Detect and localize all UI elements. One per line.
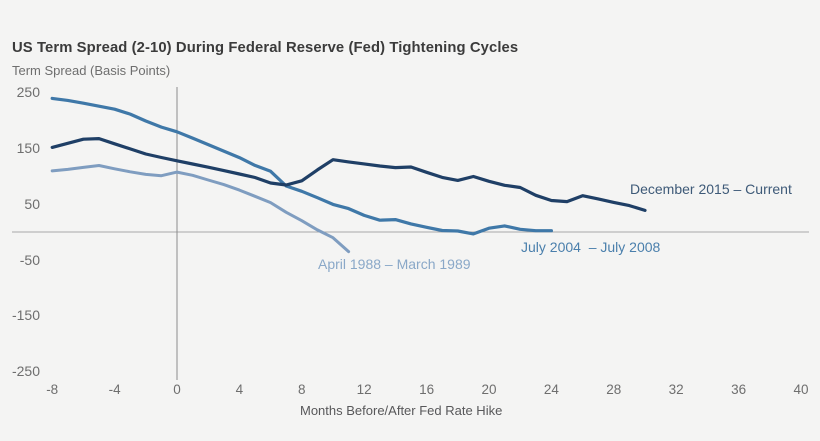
svg-text:250: 250: [17, 84, 41, 100]
svg-text:36: 36: [731, 382, 746, 397]
svg-text:50: 50: [24, 196, 40, 212]
svg-text:-4: -4: [109, 382, 121, 397]
svg-text:8: 8: [298, 382, 306, 397]
svg-text:4: 4: [236, 382, 244, 397]
svg-text:24: 24: [544, 382, 560, 397]
svg-text:28: 28: [606, 382, 621, 397]
svg-text:12: 12: [357, 382, 372, 397]
svg-text:20: 20: [481, 382, 496, 397]
svg-text:16: 16: [419, 382, 434, 397]
svg-text:150: 150: [17, 140, 41, 156]
svg-text:-250: -250: [12, 363, 40, 379]
svg-text:32: 32: [669, 382, 684, 397]
svg-text:-150: -150: [12, 307, 40, 323]
svg-text:0: 0: [173, 382, 181, 397]
svg-text:-50: -50: [20, 252, 40, 268]
svg-text:40: 40: [793, 382, 808, 397]
svg-text:-8: -8: [46, 382, 58, 397]
